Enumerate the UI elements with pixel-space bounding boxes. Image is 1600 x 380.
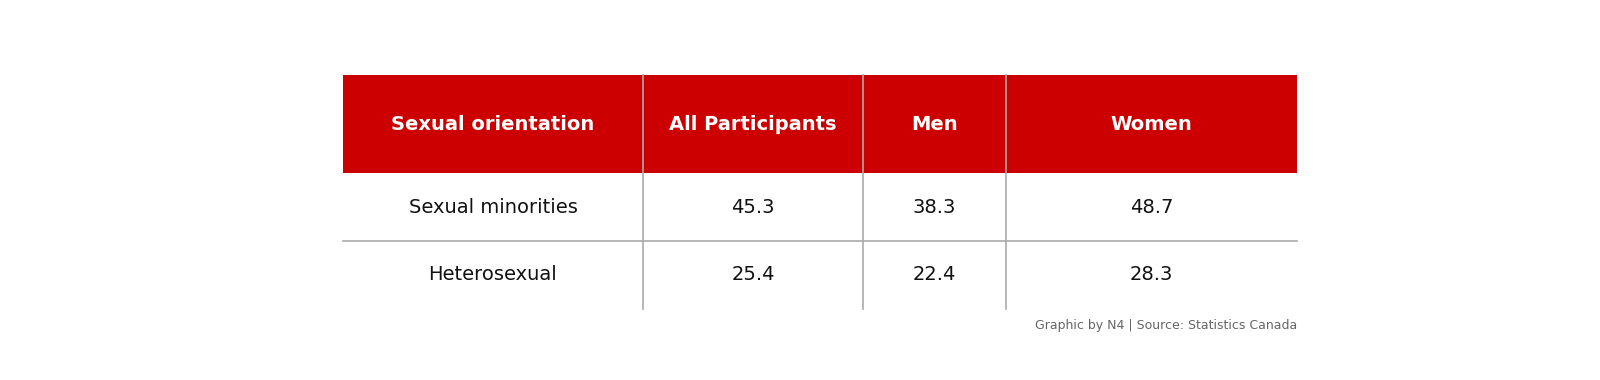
Text: Sexual orientation: Sexual orientation <box>392 114 595 133</box>
Text: Sexual minorities: Sexual minorities <box>408 198 578 217</box>
Text: 48.7: 48.7 <box>1130 198 1173 217</box>
Text: Graphic by N4 | Source: Statistics Canada: Graphic by N4 | Source: Statistics Canad… <box>1035 319 1298 332</box>
Text: 22.4: 22.4 <box>914 266 957 285</box>
Text: 25.4: 25.4 <box>731 266 774 285</box>
Text: All Participants: All Participants <box>669 114 837 133</box>
Text: Heterosexual: Heterosexual <box>429 266 557 285</box>
Text: Women: Women <box>1110 114 1192 133</box>
Text: 28.3: 28.3 <box>1130 266 1173 285</box>
FancyBboxPatch shape <box>342 75 1298 173</box>
Text: 45.3: 45.3 <box>731 198 774 217</box>
Text: 38.3: 38.3 <box>914 198 957 217</box>
Text: Men: Men <box>912 114 958 133</box>
